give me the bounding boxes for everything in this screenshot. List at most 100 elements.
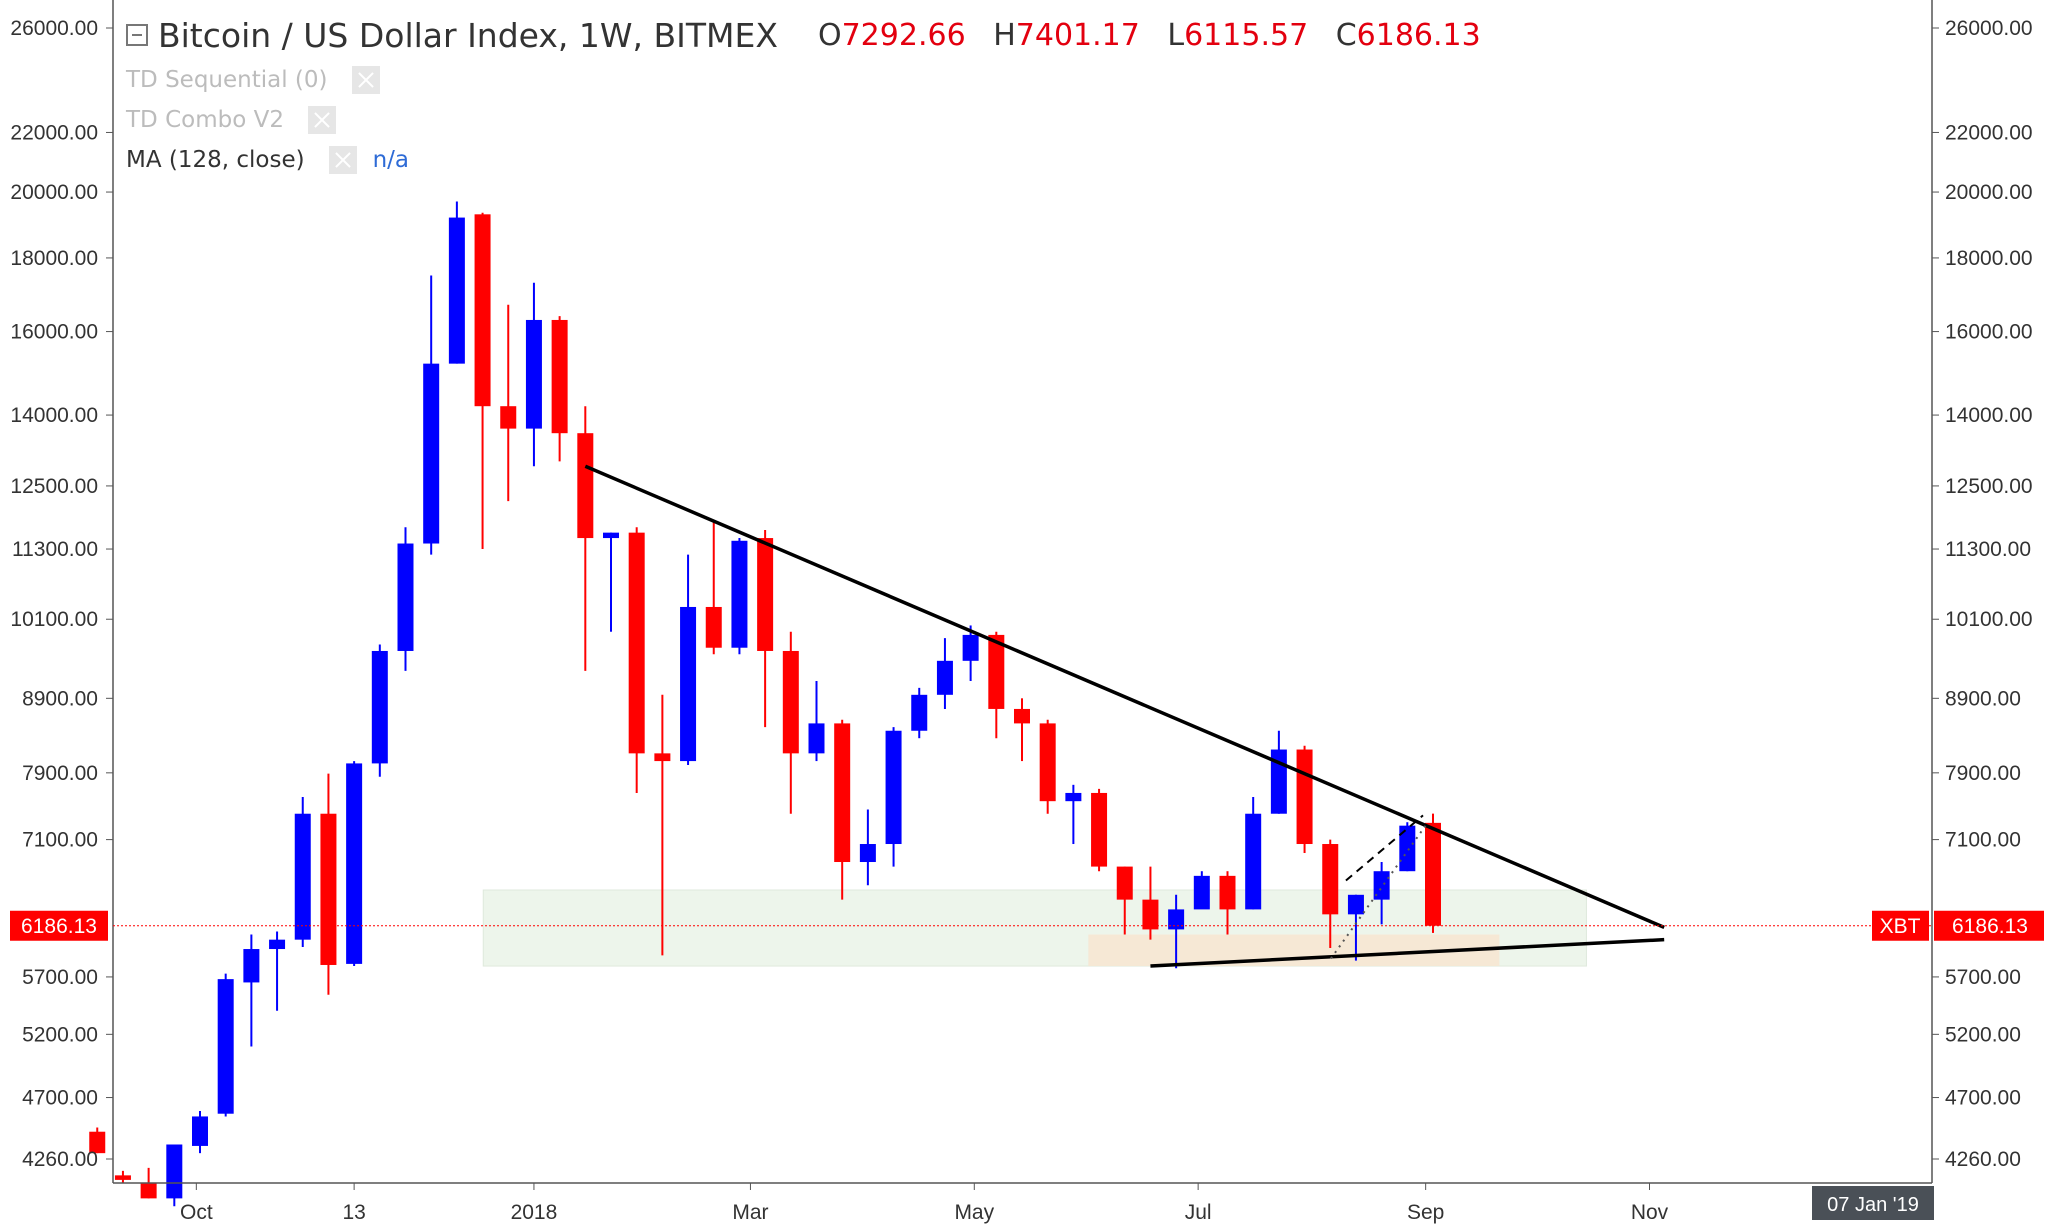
y-axis-ticks: 26000.00 26000.00 22000.00 22000.00 20000.00… [10, 17, 2032, 1171]
indicator-td-sequential[interactable]: TD Sequential (0) [126, 60, 1481, 100]
candle [731, 538, 748, 655]
x-tick-label: Nov [1631, 1201, 1669, 1224]
candle-body [808, 723, 825, 754]
candle-body [603, 532, 619, 539]
candle [192, 1110, 208, 1154]
candle-body [1168, 909, 1185, 930]
candle [1399, 822, 1416, 872]
candle-body [1219, 875, 1236, 910]
candle [294, 797, 311, 947]
candle-body [859, 844, 876, 863]
chart-legend: Bitcoin / US Dollar Index, 1W, BITMEX O7… [126, 10, 1481, 180]
candle-body [525, 319, 542, 429]
candle-body [911, 694, 928, 731]
y-tick-label-right: 4700.00 [1945, 1087, 2021, 1110]
y-tick-label-left: 8900.00 [22, 687, 98, 710]
candle [89, 1127, 106, 1154]
candle-body [680, 606, 697, 762]
candle-body [1039, 723, 1056, 802]
y-tick-label-right: 5200.00 [1945, 1023, 2021, 1046]
x-tick-label: Oct [180, 1201, 213, 1224]
symbol-tag-text: XBT [1880, 915, 1921, 938]
y-tick-label-right: 4260.00 [1945, 1148, 2021, 1171]
indicator-value: n/a [372, 147, 410, 173]
candle [166, 1144, 183, 1207]
trendlines-layer [584, 464, 1665, 968]
ohlc-low-value: 6115.57 [1184, 17, 1309, 53]
candle [1219, 871, 1236, 935]
indicator-name: TD Sequential (0) [126, 67, 328, 93]
candle-body [114, 1175, 131, 1180]
ohlc-low-label: L [1167, 17, 1185, 53]
candle-body [936, 660, 953, 695]
candle-body [757, 538, 774, 651]
right-price-tag-text: 6186.13 [1952, 915, 2028, 938]
candle [269, 931, 286, 1011]
candle [474, 212, 491, 550]
date-tag [1812, 1186, 1934, 1220]
remove-indicator-icon[interactable] [307, 106, 336, 134]
y-tick-label-left: 7900.00 [22, 762, 98, 785]
y-tick-label-right: 22000.00 [1945, 121, 2033, 144]
indicator-ma[interactable]: MA (128, close) n/a [126, 140, 1481, 180]
y-tick-label-right: 18000.00 [1945, 247, 2033, 270]
indicator-name: TD Combo V2 [126, 107, 284, 133]
y-tick-label-right: 5700.00 [1945, 966, 2021, 989]
candle-body [551, 319, 568, 434]
x-tick-label: 2018 [511, 1201, 558, 1224]
ohlc-values: O7292.66 H7401.17 L6115.57 C6186.13 [800, 18, 1481, 53]
candle [1425, 813, 1441, 933]
candle-body [140, 1182, 157, 1199]
candle-body [962, 634, 979, 661]
ohlc-open-value: 7292.66 [841, 17, 966, 53]
candle-body [89, 1131, 106, 1154]
y-tick-label-left: 7100.00 [22, 829, 98, 852]
candle [448, 201, 465, 364]
indicator-name: MA (128, close) [126, 147, 305, 173]
y-tick-label-right: 16000.00 [1945, 321, 2033, 344]
candle-body [243, 949, 260, 983]
left-price-tag [10, 910, 108, 941]
candle-body [166, 1144, 183, 1199]
remove-indicator-icon[interactable] [351, 66, 380, 94]
candle-body [1425, 822, 1441, 926]
candle [423, 275, 440, 555]
candle-body [731, 540, 748, 648]
candle [1322, 839, 1339, 948]
candle [988, 631, 1005, 739]
ohlc-close-value: 6186.13 [1356, 17, 1481, 53]
candle [577, 406, 594, 671]
candle [1014, 698, 1030, 762]
candle [885, 727, 902, 867]
y-tick-label-left: 4700.00 [22, 1087, 98, 1110]
indicator-td-combo[interactable]: TD Combo V2 [126, 100, 1481, 140]
candle-body [654, 753, 671, 762]
candle-body [988, 634, 1005, 709]
candle-body [1347, 894, 1364, 915]
candle-body [448, 217, 465, 364]
axes-layer [112, 0, 1933, 1184]
support-trendline[interactable] [1150, 937, 1665, 968]
candle [243, 934, 260, 1047]
channel-dashed-line [1345, 814, 1424, 882]
candle [603, 532, 619, 632]
candle-body [397, 543, 414, 651]
y-tick-label-right: 8900.00 [1945, 687, 2021, 710]
remove-indicator-icon[interactable] [328, 146, 357, 174]
candle-body [346, 763, 363, 964]
y-tick-label-right: 10100.00 [1945, 608, 2033, 631]
candle [320, 773, 337, 995]
resistance-trendline[interactable] [584, 464, 1665, 929]
candle-body [217, 979, 234, 1114]
candle [1039, 719, 1056, 814]
candle [936, 638, 953, 709]
y-tick-label-right: 7900.00 [1945, 762, 2021, 785]
candle [551, 316, 568, 462]
candle-body [1399, 825, 1416, 872]
candle-body [1373, 871, 1390, 900]
x-tick-label: Jul [1185, 1201, 1212, 1224]
collapse-icon[interactable] [126, 24, 148, 46]
price-tags: 6186.13 XBT 6186.13 07 Jan '19 [10, 910, 2044, 1220]
candles-layer [89, 201, 1441, 1207]
